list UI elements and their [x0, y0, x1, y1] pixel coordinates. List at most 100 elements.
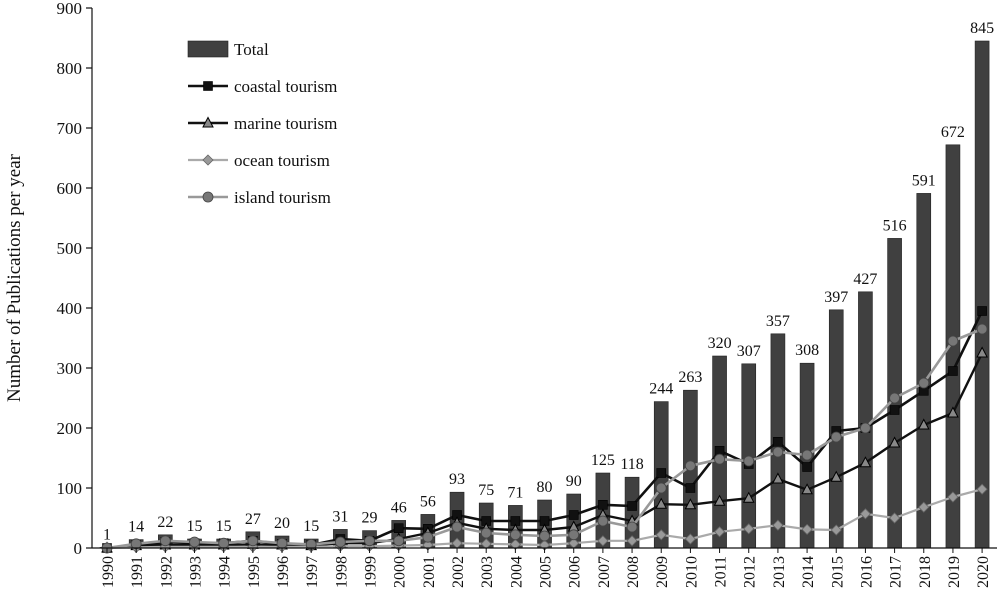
x-tick-label: 1990 — [100, 556, 117, 588]
data-point-triangle — [713, 494, 726, 506]
bar-value-label: 516 — [883, 217, 907, 234]
bar-value-label: 591 — [912, 172, 936, 189]
bar-value-label: 29 — [362, 510, 378, 527]
bar-total-2020 — [974, 40, 990, 549]
y-tick-label: 700 — [57, 119, 83, 138]
bar-value-label: 93 — [449, 471, 465, 488]
data-point-diamond — [655, 529, 667, 541]
bar-value-label: 90 — [566, 473, 582, 490]
data-point-circle — [772, 446, 784, 458]
x-tick-label: 2016 — [858, 556, 875, 588]
data-point-diamond — [889, 512, 901, 524]
data-point-diamond — [918, 501, 930, 513]
x-tick-label: 2020 — [975, 556, 992, 588]
bar-value-label: 20 — [274, 515, 290, 532]
bar-value-label: 1 — [103, 526, 111, 543]
data-point-triangle — [801, 483, 813, 495]
data-point-circle — [509, 529, 521, 541]
data-point-square — [773, 436, 783, 447]
legend-marker-circle — [202, 191, 214, 203]
data-point-circle — [918, 377, 930, 389]
x-tick-label: 2003 — [479, 556, 496, 588]
data-point-circle — [130, 538, 142, 550]
x-tick-label: 2008 — [625, 556, 642, 588]
bar-value-labels: 1 14 22 15 15 27 20 15 31 29 46 56 93 75 71 80 90 125 118 2… — [103, 20, 994, 543]
data-point-circle — [364, 535, 375, 547]
data-point-circle — [247, 535, 259, 547]
x-tick-label: 2019 — [946, 556, 963, 588]
bar-value-label: 427 — [853, 271, 877, 288]
y-tick-label: 500 — [57, 239, 83, 258]
y-axis-ticks: 0 100 200 300 400 500 600 700 800 900 — [57, 0, 92, 558]
y-tick-label: 200 — [57, 419, 83, 438]
x-tick-label: 1992 — [158, 556, 175, 588]
bar-value-label: 125 — [591, 452, 615, 469]
bar-value-label: 263 — [678, 369, 702, 386]
data-point-triangle — [976, 346, 988, 358]
bar-value-label: 320 — [708, 335, 732, 352]
x-tick-label: 1991 — [129, 556, 146, 588]
x-tick-label: 1993 — [188, 556, 205, 588]
bar-value-label: 14 — [128, 519, 144, 536]
x-tick-label: 2002 — [450, 556, 467, 588]
data-point-circle — [976, 323, 988, 335]
x-tick-label: 2009 — [654, 556, 671, 588]
data-point-circle — [714, 453, 725, 465]
x-tick-label: 1999 — [363, 556, 380, 588]
y-axis-label: Number of Publications per year — [4, 153, 25, 402]
data-point-square — [393, 523, 404, 534]
x-axis-ticks: 1990 1991 1992 1993 1994 1995 1996 1997 1998 1999… — [100, 548, 992, 588]
legend-label: island tourism — [234, 188, 331, 207]
x-tick-label: 1996 — [275, 556, 292, 588]
data-point-diamond — [801, 523, 813, 535]
x-tick-label: 2013 — [771, 556, 788, 588]
data-point-square — [568, 510, 579, 520]
x-tick-label: 2004 — [508, 556, 525, 588]
y-tick-label: 400 — [57, 299, 83, 318]
legend-label-total: Total — [234, 40, 269, 59]
data-point-circle — [218, 537, 230, 549]
data-point-diamond — [743, 523, 755, 535]
y-tick-label: 100 — [57, 479, 83, 498]
x-tick-label: 1994 — [217, 556, 234, 588]
data-point-square — [977, 306, 987, 316]
x-tick-label: 2015 — [829, 556, 846, 588]
data-point-diamond — [714, 526, 726, 538]
x-tick-label: 2007 — [596, 556, 613, 588]
data-point-diamond — [626, 535, 638, 547]
x-tick-label: 1998 — [333, 556, 350, 588]
x-tick-label: 2006 — [567, 556, 584, 588]
bar-total-2018 — [916, 193, 932, 549]
data-point-circle — [743, 455, 755, 467]
data-point-circle — [451, 521, 463, 533]
legend-marker-diamond — [202, 154, 214, 166]
y-tick-label: 0 — [74, 539, 83, 558]
bar-value-label: 22 — [157, 514, 173, 531]
bar-value-label: 46 — [391, 499, 407, 516]
data-point-triangle — [888, 436, 901, 448]
bar-value-label: 118 — [620, 456, 643, 473]
x-tick-label: 2005 — [538, 556, 555, 588]
data-point-circle — [159, 535, 171, 547]
line-series-group — [101, 306, 988, 554]
bar-value-label: 845 — [970, 20, 994, 37]
data-point-circle — [276, 537, 288, 549]
data-point-circle — [889, 392, 900, 404]
data-point-square — [627, 501, 637, 511]
bar-value-label: 307 — [737, 343, 761, 360]
x-tick-label: 2011 — [713, 556, 730, 587]
data-point-circle — [860, 422, 871, 434]
data-point-triangle — [917, 418, 930, 430]
data-point-circle — [393, 535, 405, 547]
data-point-circle — [568, 529, 580, 541]
x-tick-label: 2014 — [800, 556, 817, 588]
data-point-triangle — [947, 406, 959, 418]
data-point-square — [889, 405, 900, 415]
x-tick-label: 1997 — [304, 556, 321, 588]
data-point-triangle — [742, 491, 755, 503]
legend-label: marine tourism — [234, 114, 337, 133]
bar-value-label: 80 — [537, 479, 553, 496]
data-point-square — [802, 462, 812, 472]
data-point-circle — [480, 527, 492, 539]
